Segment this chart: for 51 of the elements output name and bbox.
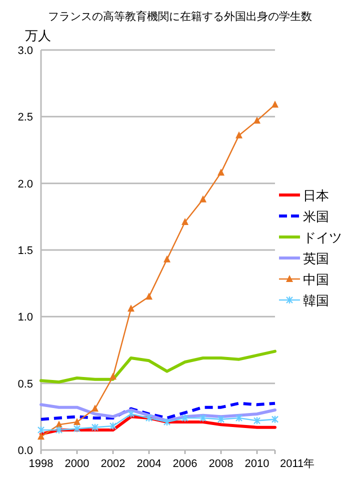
point <box>181 414 189 422</box>
point <box>128 304 134 312</box>
point <box>235 414 243 422</box>
x-tick-label: 2006 <box>172 458 198 470</box>
x-tick-label: 2004 <box>136 458 162 470</box>
point <box>254 116 260 124</box>
y-tick-label: 2.0 <box>18 178 33 190</box>
point <box>127 410 135 418</box>
x-axis-title: 2011年 <box>280 458 315 470</box>
point <box>91 423 99 432</box>
y-tick-label: 1.0 <box>18 312 33 324</box>
point <box>236 131 242 138</box>
legend-label: 英国 <box>303 251 329 266</box>
point <box>74 418 80 425</box>
x-tick-label: 2002 <box>100 458 126 470</box>
y-tick-label: 0.0 <box>18 445 33 457</box>
point <box>164 255 170 262</box>
x-tick-label: 2010 <box>244 458 270 470</box>
point <box>73 424 81 433</box>
y-axis-title: 万人 <box>25 28 51 43</box>
legend-label: ドイツ <box>303 230 342 245</box>
chart-title: フランスの高等教育機関に在籍する外国出身の学生数 <box>48 10 312 23</box>
x-tick-label: 2008 <box>208 458 234 470</box>
point <box>182 218 188 225</box>
x-tick-label: 2000 <box>64 458 90 470</box>
point <box>92 404 98 412</box>
point <box>145 414 153 422</box>
point <box>217 415 225 424</box>
legend-label: 中国 <box>303 272 329 287</box>
point <box>199 414 207 422</box>
y-tick-label: 3.0 <box>18 45 33 57</box>
point <box>253 416 261 425</box>
legend-label: 米国 <box>303 209 329 224</box>
y-tick-label: 2.5 <box>18 112 33 124</box>
y-tick-label: 0.5 <box>18 378 33 390</box>
point <box>200 195 206 202</box>
point <box>218 168 224 176</box>
point <box>109 422 117 430</box>
line-series <box>40 350 276 384</box>
point <box>146 292 152 300</box>
point <box>38 432 44 440</box>
legend-label: 韓国 <box>303 293 329 308</box>
point <box>272 100 278 108</box>
point <box>110 372 116 380</box>
point <box>55 426 63 434</box>
point <box>163 418 171 426</box>
y-tick-label: 1.5 <box>18 245 33 257</box>
point <box>271 415 279 424</box>
legend-label: 日本 <box>303 188 329 203</box>
point <box>37 426 45 434</box>
x-tick-label: 1998 <box>28 458 54 470</box>
